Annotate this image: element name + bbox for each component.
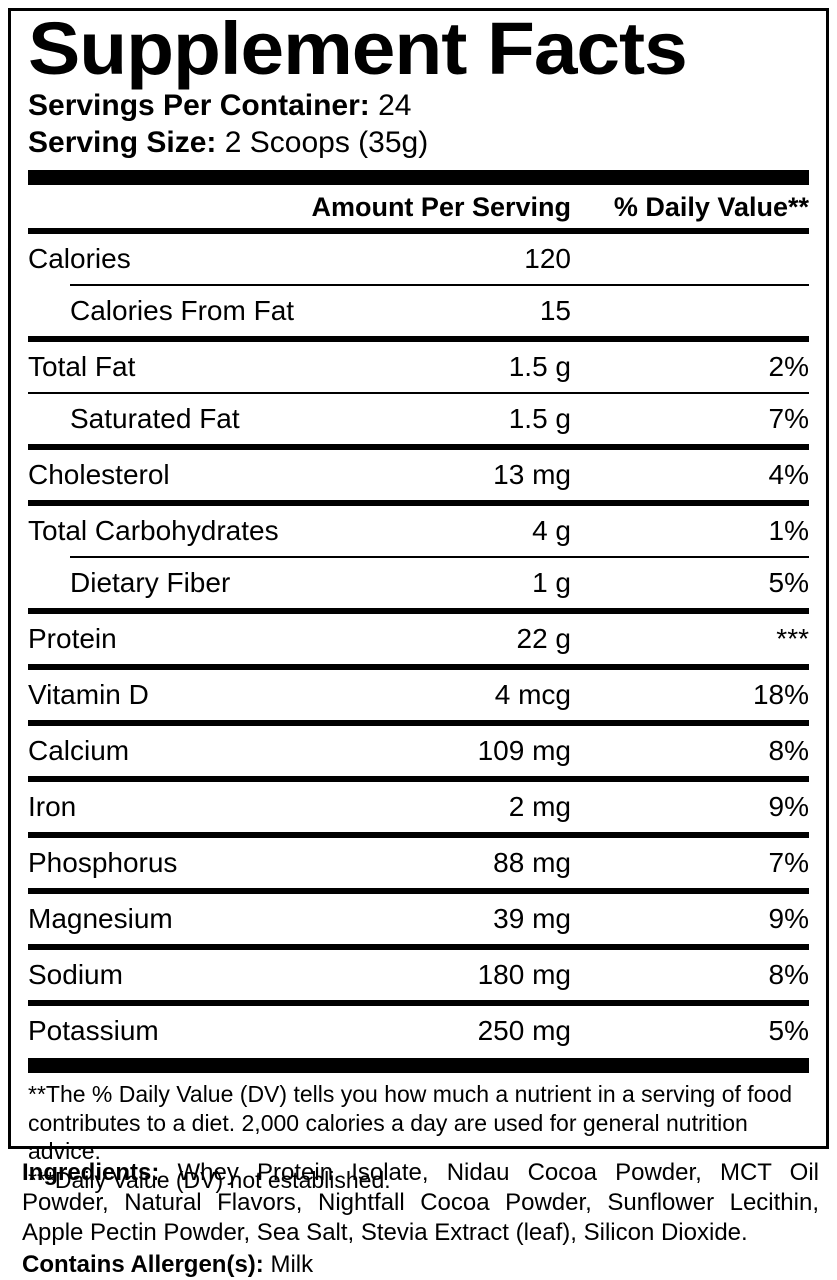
nutrient-table: Calories 120 Calories From Fat 15 Total Fat 1… <box>28 234 809 1056</box>
nutrient-amount: 250 mg <box>477 1015 571 1047</box>
table-column-headers: Amount Per Serving % Daily Value** <box>28 185 809 228</box>
table-row: Dietary Fiber 1 g 5% <box>28 558 809 608</box>
row-divider <box>28 608 809 615</box>
allergen-text: Milk <box>270 1250 314 1278</box>
nutrient-name: Protein <box>28 623 117 655</box>
servings-per-container-value: 24 <box>378 89 412 123</box>
footnote-not-established: ***Daily Value (DV) not established. <box>28 1166 391 1193</box>
footnotes: **The % Daily Value (DV) tells you how m… <box>28 1073 809 1194</box>
table-row: Sodium 180 mg 8% <box>28 950 809 1000</box>
nutrient-amount: 109 mg <box>477 735 571 767</box>
nutrient-amount: 120 <box>524 243 571 275</box>
table-row: Iron 2 mg 9% <box>28 782 809 832</box>
servings-per-container-label: Servings Per Container: <box>28 89 370 123</box>
supplement-facts-panel: Supplement Facts Servings Per Container:… <box>8 8 829 1193</box>
footnote-daily-value: **The % Daily Value (DV) tells you how m… <box>28 1081 793 1165</box>
row-divider <box>28 832 809 839</box>
nutrient-amount: 1 g <box>532 567 571 599</box>
nutrient-name: Phosphorus <box>28 847 178 879</box>
table-row: Phosphorus 88 mg 7% <box>28 838 809 888</box>
nutrient-name: Cholesterol <box>28 459 170 491</box>
ingredients-text: Whey Protein Isolate, Nidau Cocoa Powder… <box>22 1159 819 1247</box>
serving-size-value: 2 Scoops (35g) <box>224 125 429 159</box>
row-divider <box>28 720 809 727</box>
nutrient-amount: 22 g <box>516 623 572 655</box>
table-row: Magnesium 39 mg 9% <box>28 894 809 944</box>
row-divider <box>28 336 809 343</box>
nutrient-daily-value: 7% <box>768 847 809 879</box>
table-row: Potassium 250 mg 5% <box>28 1006 809 1056</box>
ingredients-section: Ingredients: Whey Protein Isolate, Nidau… <box>22 1158 819 1280</box>
nutrient-name: Dietary Fiber <box>70 567 231 599</box>
footnotes-thick-rule <box>28 1058 809 1074</box>
serving-size-label: Serving Size: <box>28 125 217 159</box>
row-divider <box>28 664 809 671</box>
row-divider <box>28 944 809 951</box>
nutrient-amount: 4 g <box>532 515 571 547</box>
nutrient-amount: 2 mg <box>508 791 571 823</box>
nutrient-name: Calories <box>28 243 131 275</box>
ingredients-heading: Ingredients: <box>22 1159 160 1186</box>
ingredients-line: Ingredients: Whey Protein Isolate, Nidau… <box>22 1158 819 1249</box>
nutrient-name: Calories From Fat <box>70 295 295 327</box>
nutrient-name: Sodium <box>28 959 123 991</box>
table-row: Total Carbohydrates 4 g 1% <box>28 506 809 556</box>
allergen-heading: Contains Allergen(s): <box>22 1250 264 1278</box>
column-header-daily-value: % Daily Value** <box>613 192 809 223</box>
row-divider <box>28 392 809 395</box>
nutrient-daily-value: 9% <box>768 903 809 935</box>
serving-info: Servings Per Container: 24 Serving Size:… <box>28 88 809 161</box>
column-headers-bottom-rule <box>28 228 809 235</box>
nutrient-amount: 13 mg <box>493 459 571 491</box>
column-header-amount-per-serving: Amount Per Serving <box>311 192 571 223</box>
table-row: Calories From Fat 15 <box>28 286 809 336</box>
header-thick-rule <box>28 170 809 186</box>
nutrient-daily-value: 9% <box>768 791 809 823</box>
row-divider <box>28 888 809 895</box>
table-row: Total Fat 1.5 g 2% <box>28 342 809 392</box>
nutrient-daily-value: 5% <box>768 567 809 599</box>
nutrient-name: Potassium <box>28 1015 159 1047</box>
nutrient-name: Total Fat <box>28 351 136 383</box>
servings-per-container-line: Servings Per Container: 24 <box>28 88 809 125</box>
nutrient-amount: 4 mcg <box>494 679 571 711</box>
nutrient-daily-value: 18% <box>752 679 809 711</box>
nutrient-name: Magnesium <box>28 903 173 935</box>
nutrient-amount: 1.5 g <box>508 351 571 383</box>
nutrient-daily-value: 8% <box>768 959 809 991</box>
page-title: Supplement Facts <box>28 7 688 90</box>
nutrient-daily-value: 2% <box>768 351 809 383</box>
nutrient-daily-value: 5% <box>768 1015 809 1047</box>
nutrient-daily-value: *** <box>776 623 809 655</box>
nutrient-name: Saturated Fat <box>70 403 240 435</box>
nutrient-daily-value: 7% <box>768 403 809 435</box>
nutrient-daily-value: 8% <box>768 735 809 767</box>
serving-size-line: Serving Size: 2 Scoops (35g) <box>28 125 809 162</box>
nutrient-daily-value: 1% <box>768 515 809 547</box>
nutrient-amount: 180 mg <box>477 959 571 991</box>
row-divider <box>70 284 809 287</box>
table-row: Protein 22 g *** <box>28 614 809 664</box>
row-divider <box>28 776 809 783</box>
row-divider <box>70 556 809 559</box>
row-divider <box>28 500 809 507</box>
nutrient-daily-value: 4% <box>768 459 809 491</box>
table-row: Cholesterol 13 mg 4% <box>28 450 809 500</box>
row-divider <box>28 1000 809 1007</box>
table-row: Saturated Fat 1.5 g 7% <box>28 394 809 444</box>
allergens-line: Contains Allergen(s): Milk <box>22 1250 819 1280</box>
nutrient-amount: 88 mg <box>493 847 571 879</box>
nutrient-amount: 39 mg <box>493 903 571 935</box>
row-divider <box>28 444 809 451</box>
table-row: Vitamin D 4 mcg 18% <box>28 670 809 720</box>
nutrient-name: Total Carbohydrates <box>28 515 279 547</box>
nutrient-name: Vitamin D <box>28 679 149 711</box>
nutrient-amount: 15 <box>539 295 571 327</box>
table-row: Calcium 109 mg 8% <box>28 726 809 776</box>
nutrient-amount: 1.5 g <box>508 403 571 435</box>
nutrient-name: Calcium <box>28 735 130 767</box>
nutrient-name: Iron <box>28 791 77 823</box>
table-row: Calories 120 <box>28 234 809 284</box>
